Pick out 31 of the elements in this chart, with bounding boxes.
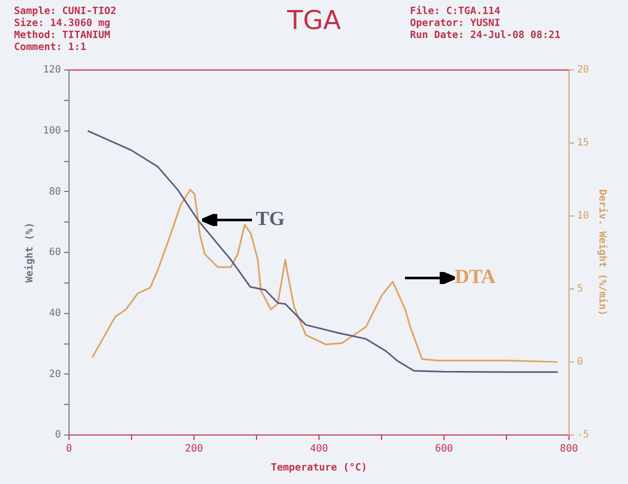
text: Operator: YUSNI [410,18,500,29]
text: Method: TITANIUM [14,30,110,41]
y2-tick-label: 15 [576,138,590,149]
x-tick-label: 400 [310,444,328,455]
text: Size: 14.3060 mg [14,18,110,29]
y2-axis-title: Deriv. Weight (%/min) [596,189,608,316]
text: DTA [454,266,496,290]
text: Run Date: 24-Jul-08 08:21 [410,30,561,41]
y2-tick-label: 10 [576,210,590,222]
y2-tick-label: 0 [576,356,583,368]
y2-tick-label: 20 [576,64,590,76]
x-tick-label: 800 [560,444,578,455]
text: File: C:TGA.114 [410,6,500,17]
chart-title: TGA [287,6,341,36]
x-axis-title: Temperature (°C) [270,462,368,474]
y-tick-label: 20 [49,368,62,380]
x-tick-label: 600 [434,444,454,455]
y-tick-label: 60 [49,247,62,258]
series-label: TG [256,208,285,232]
y-tick-label: 100 [43,125,62,136]
y-tick-label: 40 [49,308,62,319]
y-tick-label: 80 [49,186,62,198]
y2-tick-label: -5 [576,430,590,441]
text: Sample: CUNI-TIO2 [14,6,116,17]
x-tick-label: 0 [66,444,72,455]
y-tick-label: 120 [43,64,62,76]
y-axis-title: Weight (%) [24,222,36,283]
x-tick-label: 200 [185,444,204,455]
text: Comment: 1:1 [14,42,86,53]
y2-tick-label: 5 [576,284,583,295]
y-tick-label: 0 [55,430,62,441]
